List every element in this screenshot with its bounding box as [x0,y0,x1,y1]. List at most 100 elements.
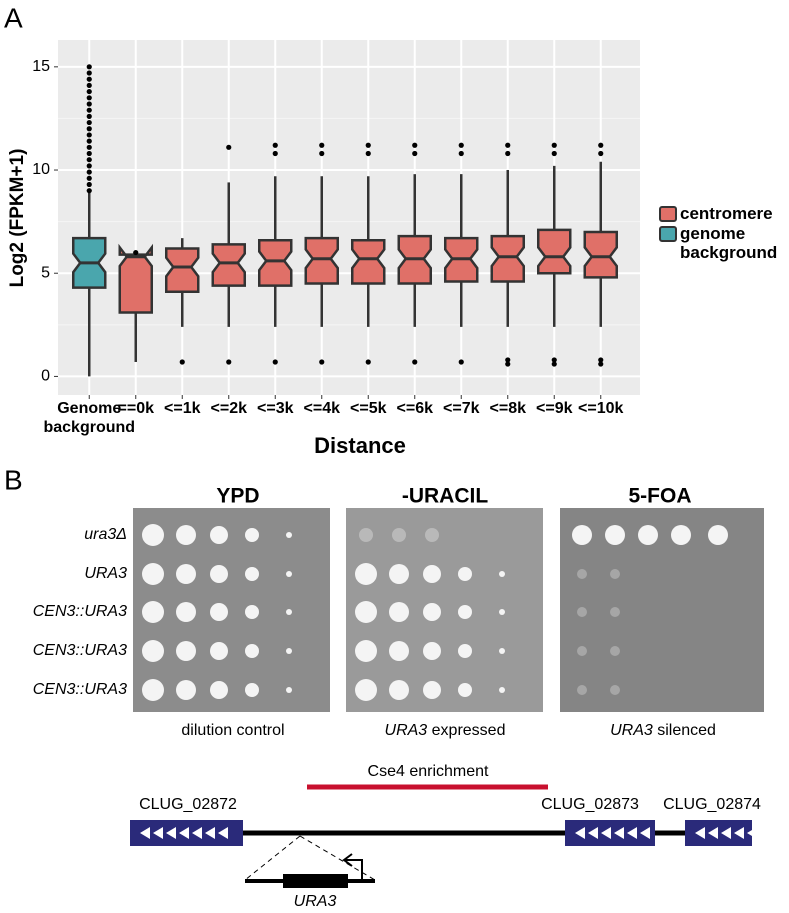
colony-spot [572,525,592,545]
gene-label: CLUG_02873 [541,796,639,813]
direction-arrow [627,827,637,839]
outlier [86,157,92,163]
direction-arrow [140,827,150,839]
colony-spot [577,607,587,617]
direction-arrow [218,827,228,839]
locus-diagram: Cse4 enrichment CLUG_02872 CLUG_02873 CL… [130,763,761,910]
direction-arrow [640,827,650,839]
plate-title: -URACIL [402,485,488,508]
promoter-arrow [342,853,363,879]
colony-spot [577,569,587,579]
colony-spot [610,685,620,695]
plate-title: 5-FOA [629,485,692,508]
strain: CEN3::URA3 [33,603,127,620]
direction-arrow [734,827,744,839]
outlier [458,150,464,157]
outlier [319,142,325,148]
direction-arrow [166,827,176,839]
x-tick-label: <=10k [578,400,624,417]
legend-label: centromere [680,204,773,223]
colony-spot [142,679,164,701]
insert-line [299,835,376,881]
outlier [365,359,371,365]
outlier [551,357,557,363]
x-tick-label: <=7k [443,400,480,417]
panel-label: A [4,2,23,33]
box [490,234,525,283]
gene: URA3 [610,722,653,739]
outlier [505,361,511,367]
outlier [86,126,92,132]
insert-line [244,835,301,881]
outlier [272,142,278,148]
caption: dilution control [181,722,284,739]
outlier [86,188,92,194]
plates [133,508,764,712]
box [211,243,246,287]
panel-label: B [4,464,23,495]
outlier [226,144,232,150]
colony-spot [286,687,292,693]
direction-arrow [575,827,585,839]
colony-spot [392,528,406,542]
outlier [505,150,511,157]
box [118,243,153,314]
x-tick-label: Genome background [43,400,136,436]
colony-spot [638,525,658,545]
outlier [412,359,418,365]
direction-arrow [153,827,163,839]
colony-spot [499,648,505,654]
outlier [551,361,557,367]
outlier [598,361,604,367]
direction-arrow [708,827,718,839]
colony-spot [423,603,441,621]
outlier [86,169,92,175]
legend-key [659,226,677,242]
gene-label: CLUG_02872 [139,796,237,813]
outlier [86,101,92,107]
box [583,230,618,279]
colony-spot [423,642,441,660]
colony-spot [499,687,505,693]
colony-spot [245,644,259,658]
colony-spot [423,681,441,699]
x-tick-label: <=2k [210,400,247,417]
x-tick-label: <=8k [489,400,526,417]
colony-spot [210,526,228,544]
colony-spot [286,571,292,577]
marker-box [283,874,348,888]
direction-arrow [192,827,202,839]
legend-label: genome background [680,224,778,262]
colony-spot [671,525,691,545]
plot [54,40,640,399]
outlier [272,150,278,157]
outlier [226,359,232,365]
box [165,247,200,294]
colony-spot [245,528,259,542]
colony-spot [245,567,259,581]
colony-spot [389,641,409,661]
colony-spot [176,641,196,661]
direction-arrow [179,827,189,839]
outlier [86,64,92,70]
colony-spot [458,567,472,581]
legend-key [659,206,677,222]
enrichment-label: Cse4 enrichment [368,763,490,780]
colony-spot [577,685,587,695]
gene-label: CLUG_02874 [663,796,761,813]
outlier [505,357,511,363]
colony-spot [176,564,196,584]
outlier [598,142,604,148]
box [304,236,339,285]
outlier [86,95,92,101]
outlier [86,70,92,76]
direction-arrow [747,827,757,839]
colony-spot [286,609,292,615]
x-tick-label: <=4k [303,400,340,417]
outlier [365,142,371,148]
colony-spot [142,640,164,662]
box [351,238,386,285]
plate [346,508,543,712]
